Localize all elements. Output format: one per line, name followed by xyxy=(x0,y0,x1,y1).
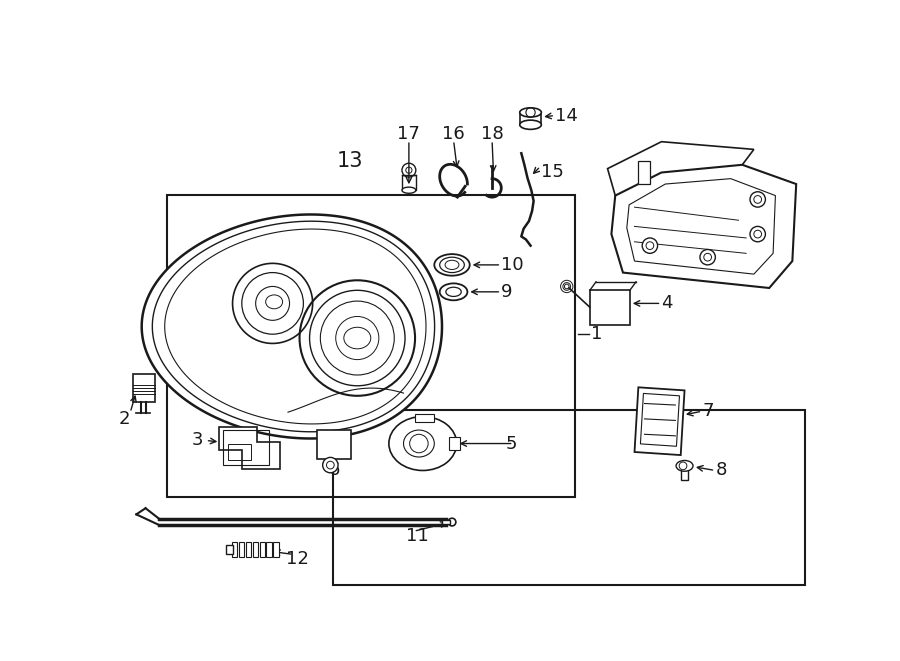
Polygon shape xyxy=(232,542,238,557)
Text: 15: 15 xyxy=(541,163,563,182)
Circle shape xyxy=(402,163,416,177)
Bar xyxy=(167,195,575,498)
Polygon shape xyxy=(634,387,685,455)
Polygon shape xyxy=(259,542,265,557)
Bar xyxy=(442,520,450,524)
Ellipse shape xyxy=(435,254,470,276)
Text: 6: 6 xyxy=(328,461,340,479)
Text: 17: 17 xyxy=(398,125,420,143)
Polygon shape xyxy=(246,542,251,557)
Text: 13: 13 xyxy=(338,151,364,171)
Polygon shape xyxy=(165,229,426,424)
Circle shape xyxy=(323,457,338,473)
Bar xyxy=(681,469,688,480)
Text: 9: 9 xyxy=(501,283,513,301)
Text: 11: 11 xyxy=(406,527,428,545)
Bar xyxy=(333,410,805,585)
Text: 7: 7 xyxy=(702,402,714,420)
Ellipse shape xyxy=(389,416,456,471)
Bar xyxy=(638,161,650,184)
Ellipse shape xyxy=(520,108,541,117)
Ellipse shape xyxy=(402,187,416,193)
Circle shape xyxy=(643,238,658,253)
Text: 4: 4 xyxy=(662,294,673,313)
Polygon shape xyxy=(141,214,442,438)
Text: 1: 1 xyxy=(590,325,602,343)
Bar xyxy=(415,414,435,422)
Circle shape xyxy=(700,249,716,265)
Circle shape xyxy=(750,226,765,242)
Polygon shape xyxy=(152,221,435,432)
Polygon shape xyxy=(266,542,272,557)
Ellipse shape xyxy=(676,461,693,471)
Ellipse shape xyxy=(520,120,541,130)
Ellipse shape xyxy=(440,284,467,300)
Bar xyxy=(228,444,251,459)
Bar xyxy=(449,438,461,449)
Bar xyxy=(222,430,269,465)
Text: 5: 5 xyxy=(506,434,518,453)
Polygon shape xyxy=(219,426,280,469)
Polygon shape xyxy=(274,542,279,557)
Polygon shape xyxy=(608,141,754,196)
Bar xyxy=(318,430,351,459)
Text: 18: 18 xyxy=(481,125,503,143)
Polygon shape xyxy=(238,542,244,557)
Text: 16: 16 xyxy=(442,125,465,143)
Text: 3: 3 xyxy=(193,432,203,449)
Text: 8: 8 xyxy=(716,461,726,479)
Bar xyxy=(590,290,630,325)
Text: 12: 12 xyxy=(285,550,309,568)
Circle shape xyxy=(750,192,765,207)
Text: 10: 10 xyxy=(501,256,524,274)
Polygon shape xyxy=(253,542,258,557)
Circle shape xyxy=(448,518,456,526)
Polygon shape xyxy=(611,165,796,288)
Bar xyxy=(402,175,416,190)
Bar xyxy=(226,545,233,555)
Bar xyxy=(133,374,155,402)
Text: 2: 2 xyxy=(118,410,130,428)
Text: 14: 14 xyxy=(555,106,578,124)
